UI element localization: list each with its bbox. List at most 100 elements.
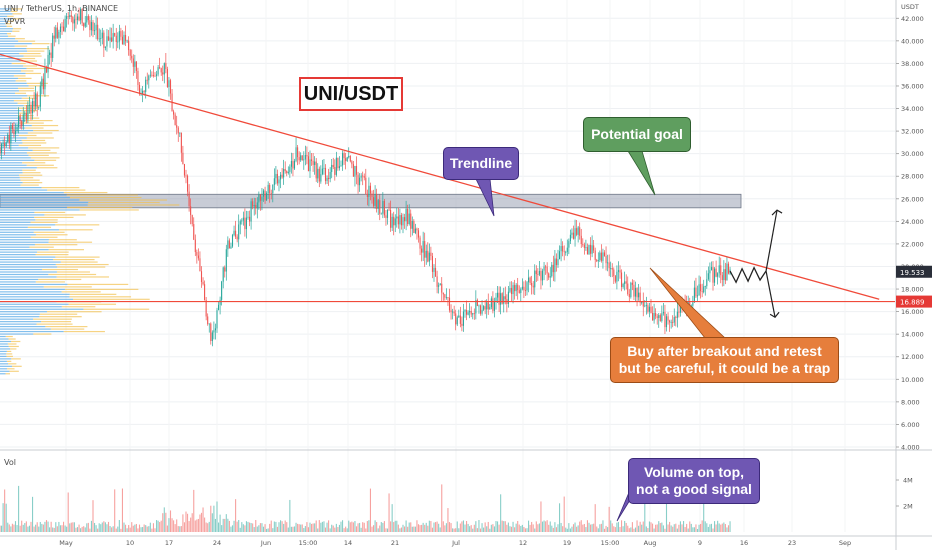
vpvr-bar-up: [0, 177, 20, 179]
vpvr-bar-down: [22, 169, 36, 171]
volume-bar: [487, 521, 489, 532]
volume-bar: [35, 524, 37, 532]
volume-bar: [498, 524, 500, 532]
vpvr-bar-down: [79, 199, 168, 201]
volume-bar: [531, 521, 533, 532]
price-tick-label: 40.000: [901, 37, 924, 45]
candle-body: [670, 322, 672, 323]
volume-bar: [501, 520, 503, 532]
candle-body: [466, 310, 468, 315]
volume-bar: [727, 525, 730, 532]
volume-bar: [304, 526, 306, 532]
candle-body: [549, 276, 551, 278]
vpvr-bar-up: [0, 20, 8, 22]
volume-bar: [357, 523, 359, 532]
candle-body: [352, 164, 354, 177]
volume-bar: [146, 526, 148, 532]
volume-bar: [224, 518, 226, 532]
volume-bar: [92, 500, 94, 532]
volume-bar: [537, 524, 539, 532]
candle-body: [214, 328, 216, 331]
vpvr-bar-up: [0, 363, 9, 365]
candle-body: [135, 61, 137, 71]
volume-bar: [444, 525, 446, 532]
candle-body: [382, 200, 384, 214]
volume-bar: [67, 492, 69, 532]
volume-bar: [410, 522, 412, 532]
candle-body: [456, 317, 458, 325]
candle-body: [106, 36, 108, 47]
candle-body: [242, 217, 244, 221]
candle-body: [169, 80, 172, 94]
candle-body: [379, 200, 381, 214]
candle-body: [380, 213, 382, 215]
vpvr-bar-down: [61, 306, 96, 308]
candle-body: [343, 153, 345, 159]
volume-bar: [588, 522, 590, 532]
candle-body: [605, 256, 607, 264]
candle-body: [359, 177, 361, 186]
candle-body: [414, 228, 416, 233]
candle-body: [727, 263, 730, 274]
volume-bar: [583, 523, 585, 532]
volume-bar: [492, 524, 494, 532]
candle-body: [424, 241, 426, 258]
candle-body: [138, 84, 141, 95]
candle-body: [715, 268, 717, 277]
vpvr-bar-up: [0, 216, 35, 218]
candle-body: [493, 301, 495, 311]
volume-bar: [464, 524, 466, 532]
candle-body: [528, 277, 530, 283]
candle-body: [269, 184, 271, 194]
volume-bar: [137, 528, 139, 532]
vpvr-bar-up: [0, 244, 35, 246]
candle-body: [652, 312, 654, 321]
volume-pane-label[interactable]: Vol: [4, 458, 16, 467]
candle-body: [472, 313, 474, 315]
vpvr-bar-up: [0, 239, 49, 241]
candle-body: [566, 247, 568, 252]
volume-bar: [424, 524, 426, 532]
volume-bar: [710, 523, 712, 532]
vpvr-bar-down: [29, 246, 54, 248]
volume-warning-callout: Volume on top, not a good signal: [628, 458, 760, 504]
candle-body: [479, 305, 482, 314]
volume-bar: [687, 528, 689, 532]
volume-bar: [718, 523, 720, 532]
vpvr-bar-up: [0, 97, 22, 99]
volume-bar: [49, 527, 51, 532]
volume-bar: [284, 520, 286, 532]
time-tick-label: Sep: [839, 539, 851, 547]
volume-bar: [565, 527, 567, 532]
vpvr-bar-down: [5, 23, 11, 25]
volume-bar: [163, 507, 165, 532]
candle-body: [58, 31, 60, 38]
volume-bar: [168, 518, 170, 532]
candle-body: [245, 217, 247, 230]
volume-bar: [377, 528, 379, 532]
volume-bar: [672, 526, 674, 532]
vpvr-bar-down: [7, 33, 12, 35]
volume-bar: [611, 523, 613, 532]
vpvr-bar-down: [7, 20, 14, 22]
vpvr-indicator-label[interactable]: VPVR: [4, 17, 26, 26]
candle-body: [696, 295, 699, 297]
volume-bar: [630, 527, 632, 532]
candle-body: [131, 55, 133, 59]
volume-bar: [408, 522, 410, 532]
vpvr-bar-down: [13, 100, 31, 102]
volume-bar: [484, 522, 486, 532]
volume-bar: [314, 523, 316, 532]
vpvr-bar-up: [0, 77, 19, 80]
candle-body: [497, 292, 499, 298]
vpvr-bar-down: [48, 239, 77, 241]
volume-bar: [351, 521, 353, 532]
volume-bar: [59, 525, 61, 532]
candle-body: [94, 30, 96, 32]
volume-bar: [244, 525, 246, 532]
volume-bar: [662, 525, 664, 532]
vpvr-bar-up: [0, 281, 36, 283]
candle-body: [73, 19, 75, 24]
volume-bar: [605, 525, 607, 532]
